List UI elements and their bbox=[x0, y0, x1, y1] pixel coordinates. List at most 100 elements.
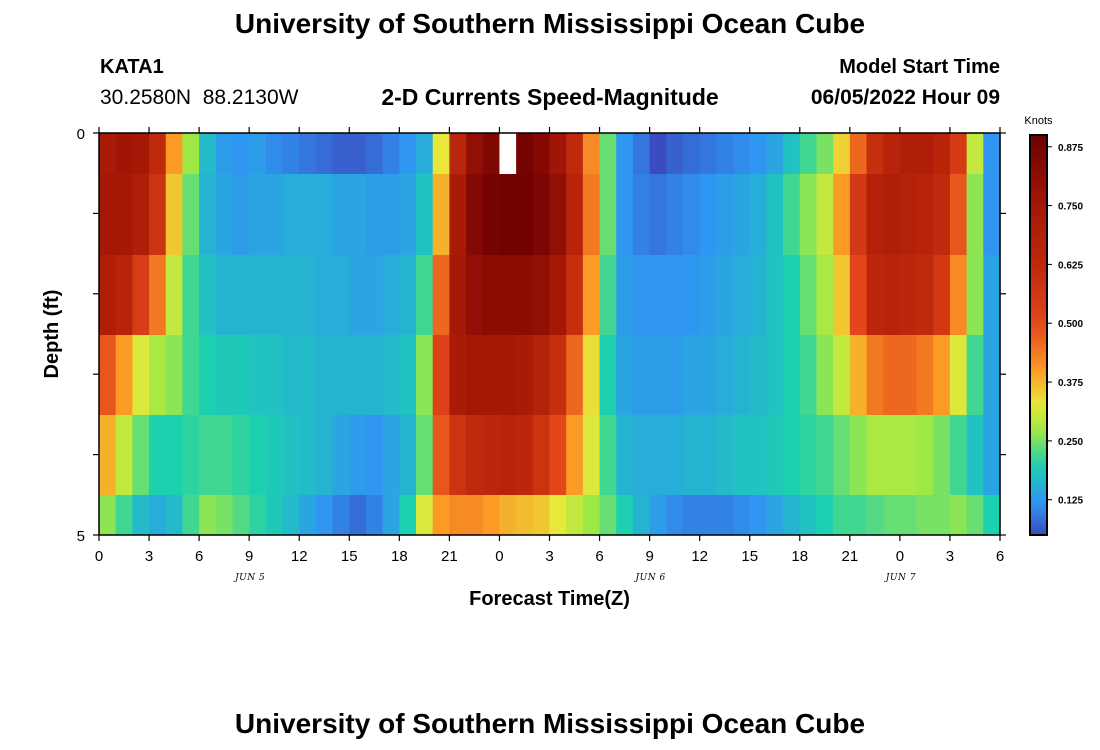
heatmap-cell bbox=[466, 255, 484, 335]
heatmap-cell bbox=[315, 495, 334, 535]
heatmap-cell bbox=[582, 255, 601, 335]
heatmap-cell bbox=[499, 255, 517, 335]
heatmap-cell bbox=[983, 495, 1001, 535]
heatmap-cell bbox=[449, 133, 467, 174]
heatmap-cell bbox=[616, 133, 634, 174]
heatmap-cell bbox=[232, 133, 250, 174]
heatmap-cell bbox=[849, 335, 868, 415]
heatmap-cell bbox=[466, 335, 484, 415]
heatmap-cell bbox=[599, 335, 617, 415]
heatmap-cell bbox=[416, 174, 434, 255]
heatmap-cell bbox=[466, 415, 484, 495]
heatmap-cell bbox=[916, 415, 934, 495]
heatmap-cell bbox=[749, 335, 768, 415]
heatmap-cell bbox=[699, 174, 717, 255]
heatmap-cell bbox=[733, 495, 751, 535]
heatmap-cell bbox=[482, 255, 501, 335]
heatmap-cell bbox=[115, 133, 133, 174]
station-coordinates: 30.2580N 88.2130W bbox=[100, 86, 299, 109]
colorbar-unit: Knots bbox=[1024, 115, 1053, 127]
heatmap-cell bbox=[616, 174, 634, 255]
x-tick-label: 18 bbox=[391, 548, 408, 565]
heatmap-cell bbox=[682, 495, 701, 535]
heatmap-cell bbox=[466, 174, 484, 255]
heatmap-cell bbox=[699, 335, 717, 415]
x-tick-label: 3 bbox=[545, 548, 553, 565]
heatmap-cell bbox=[566, 133, 584, 174]
heatmap-cell bbox=[215, 133, 234, 174]
heatmap-cell bbox=[566, 255, 584, 335]
heatmap-cell bbox=[249, 133, 267, 174]
heatmap-cell bbox=[566, 415, 584, 495]
heatmap-cell bbox=[899, 415, 918, 495]
heatmap-cell bbox=[849, 495, 868, 535]
heatmap-cell bbox=[416, 495, 434, 535]
heatmap-cell bbox=[816, 174, 834, 255]
heatmap-cell bbox=[382, 133, 400, 174]
heatmap-cell bbox=[566, 174, 584, 255]
heatmap-cell bbox=[365, 415, 384, 495]
heatmap-cell bbox=[349, 255, 367, 335]
heatmap-cell bbox=[966, 495, 984, 535]
heatmap-cell bbox=[632, 174, 651, 255]
heatmap-cell bbox=[899, 174, 918, 255]
x-tick-label: 6 bbox=[195, 548, 203, 565]
heatmap-cell bbox=[849, 133, 868, 174]
heatmap-cell bbox=[649, 495, 667, 535]
heatmap-cell bbox=[766, 335, 784, 415]
heatmap-cell bbox=[649, 415, 667, 495]
heatmap-cell bbox=[916, 495, 934, 535]
heatmap-cell bbox=[766, 174, 784, 255]
colorbar-tick-label: 0.875 bbox=[1058, 143, 1083, 154]
heatmap-cell bbox=[799, 415, 818, 495]
heatmap-cell bbox=[666, 335, 684, 415]
x-tick-label: 15 bbox=[341, 548, 358, 565]
heatmap-cell bbox=[265, 415, 284, 495]
heatmap-cell bbox=[682, 255, 701, 335]
heatmap-cell bbox=[499, 415, 517, 495]
heatmap-cell bbox=[666, 495, 684, 535]
heatmap-cell bbox=[115, 415, 133, 495]
heatmap-cell bbox=[549, 335, 567, 415]
heatmap-cell bbox=[165, 415, 184, 495]
heatmap-cell bbox=[749, 133, 768, 174]
heatmap-cell bbox=[666, 415, 684, 495]
heatmap-cell bbox=[883, 495, 901, 535]
heatmap-cell bbox=[232, 415, 250, 495]
y-axis: 05 bbox=[77, 126, 1006, 545]
heatmap-cell bbox=[516, 415, 534, 495]
heatmap-cell bbox=[866, 255, 884, 335]
heatmap-cell bbox=[199, 335, 217, 415]
heatmap-cell bbox=[632, 335, 651, 415]
heatmap-cell bbox=[682, 415, 701, 495]
heatmap-cell bbox=[249, 495, 267, 535]
heatmap-cell bbox=[115, 335, 133, 415]
heatmap-cell bbox=[165, 133, 184, 174]
heatmap-cell bbox=[382, 415, 400, 495]
colorbar-tick-label: 0.625 bbox=[1058, 260, 1083, 271]
x-tick-label: 9 bbox=[245, 548, 253, 565]
heatmap-cell bbox=[182, 255, 200, 335]
heatmap-cell bbox=[115, 255, 133, 335]
heatmap-cell bbox=[215, 335, 234, 415]
heatmap-cell bbox=[466, 133, 484, 174]
heatmap-cell bbox=[165, 495, 184, 535]
heatmap-cell bbox=[716, 255, 734, 335]
heatmap-cell bbox=[716, 495, 734, 535]
heatmap-cell bbox=[866, 133, 884, 174]
heatmap-cell bbox=[432, 335, 450, 415]
heatmap-cell bbox=[933, 495, 951, 535]
heatmap-cell bbox=[682, 335, 701, 415]
heatmap-cell bbox=[132, 415, 150, 495]
heatmap-cell bbox=[616, 415, 634, 495]
heatmap-cell bbox=[783, 415, 801, 495]
heatmap-cell bbox=[549, 174, 567, 255]
heatmap-cell bbox=[315, 415, 334, 495]
heatmap-cell bbox=[399, 174, 417, 255]
heatmap-cell bbox=[249, 335, 267, 415]
heatmap-cell bbox=[632, 133, 651, 174]
heatmap-cell bbox=[816, 335, 834, 415]
heatmap-cell bbox=[682, 133, 701, 174]
heatmap-cell bbox=[149, 174, 167, 255]
x-tick-label: 3 bbox=[946, 548, 954, 565]
